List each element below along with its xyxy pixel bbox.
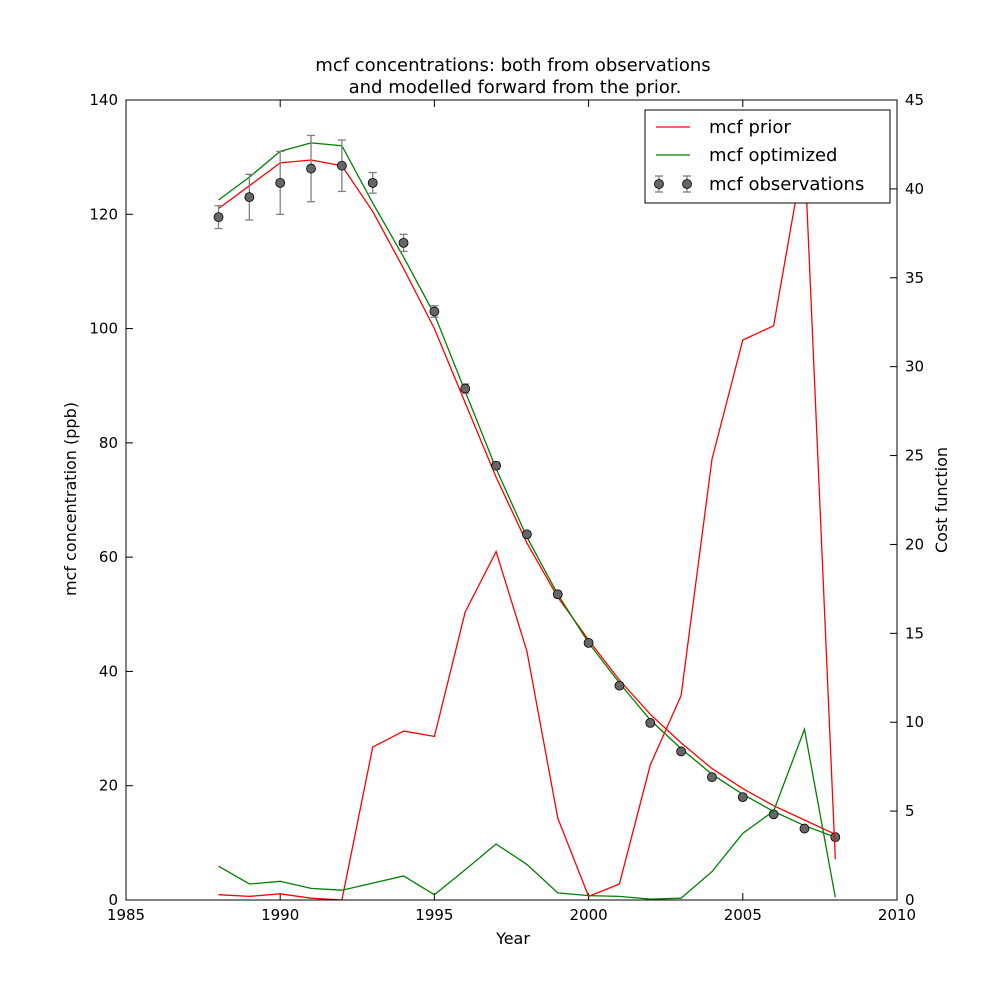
observation-point (336, 160, 347, 171)
series-line-cost-optimized (218, 726, 836, 900)
y-tick-label: 40 (99, 662, 118, 680)
observation-point (275, 177, 286, 188)
y2-tick-label: 5 (905, 802, 915, 820)
y-tick-label: 80 (99, 434, 118, 452)
y2-tick-label: 45 (905, 91, 924, 109)
y-tick-label: 100 (89, 320, 118, 338)
y2-tick-label: 25 (905, 447, 924, 465)
chart-title-line-2: and modelled forward from the prior. (349, 77, 682, 98)
y-tick-label: 20 (99, 777, 118, 795)
y-tick-label: 0 (108, 891, 118, 909)
legend: mcf prior mcf optimized mcf observations (644, 109, 891, 204)
legend-label-observations: mcf observations (709, 174, 864, 195)
y2-tick-label: 30 (905, 358, 924, 376)
observation-point (676, 746, 687, 757)
observation-point (213, 212, 224, 223)
observation-point (552, 589, 563, 600)
x-tick-label: 1985 (107, 906, 145, 924)
x-tick-label: 1995 (415, 906, 453, 924)
x-tick-label: 2010 (878, 906, 916, 924)
observation-point (707, 772, 717, 783)
observation-point (367, 177, 378, 188)
y2-tick-label: 0 (905, 891, 915, 909)
legend-label-optimized: mcf optimized (709, 145, 837, 166)
observation-point (522, 529, 532, 540)
observation-point (306, 163, 316, 174)
y-tick-label: 60 (99, 548, 118, 566)
legend-label-prior: mcf prior (709, 117, 791, 138)
y2-axis-label: Cost function (932, 447, 951, 553)
x-tick-label: 2000 (570, 906, 608, 924)
observation-point (491, 460, 501, 471)
y2-tick-label: 35 (905, 269, 924, 287)
observation-point (460, 383, 471, 394)
y-tick-label: 140 (89, 91, 118, 109)
observation-point (398, 237, 409, 248)
series-line-mcf-optimized (218, 142, 836, 838)
plot-frame (125, 99, 898, 901)
observation-point (614, 680, 625, 691)
x-tick-label: 2005 (724, 906, 762, 924)
series-mcf-observations (213, 134, 841, 843)
observation-point (583, 637, 594, 648)
observation-point (799, 823, 810, 834)
x-tick-label: 1990 (261, 906, 299, 924)
chart-title-line-1: mcf concentrations: both from observatio… (315, 55, 710, 76)
legend-swatch-observations (654, 175, 692, 193)
y2-tick-label: 20 (905, 535, 924, 553)
observation-point (830, 832, 841, 843)
y-axis-label: mcf concentration (ppb) (61, 402, 80, 596)
y2-tick-label: 15 (905, 624, 924, 642)
plot-area: 1985 1990 1995 2000 2005 20100204060801001201… (89, 91, 924, 924)
y2-tick-label: 40 (905, 180, 924, 198)
observation-point (429, 306, 440, 317)
x-axis-label: Year (495, 929, 530, 948)
y-tick-label: 120 (89, 205, 118, 223)
y2-tick-label: 10 (905, 713, 924, 731)
observation-point (737, 792, 748, 803)
observation-point (244, 192, 255, 203)
series-line-cost-prior (218, 149, 836, 901)
series-line-mcf-prior (218, 159, 836, 835)
observation-point (645, 717, 656, 728)
